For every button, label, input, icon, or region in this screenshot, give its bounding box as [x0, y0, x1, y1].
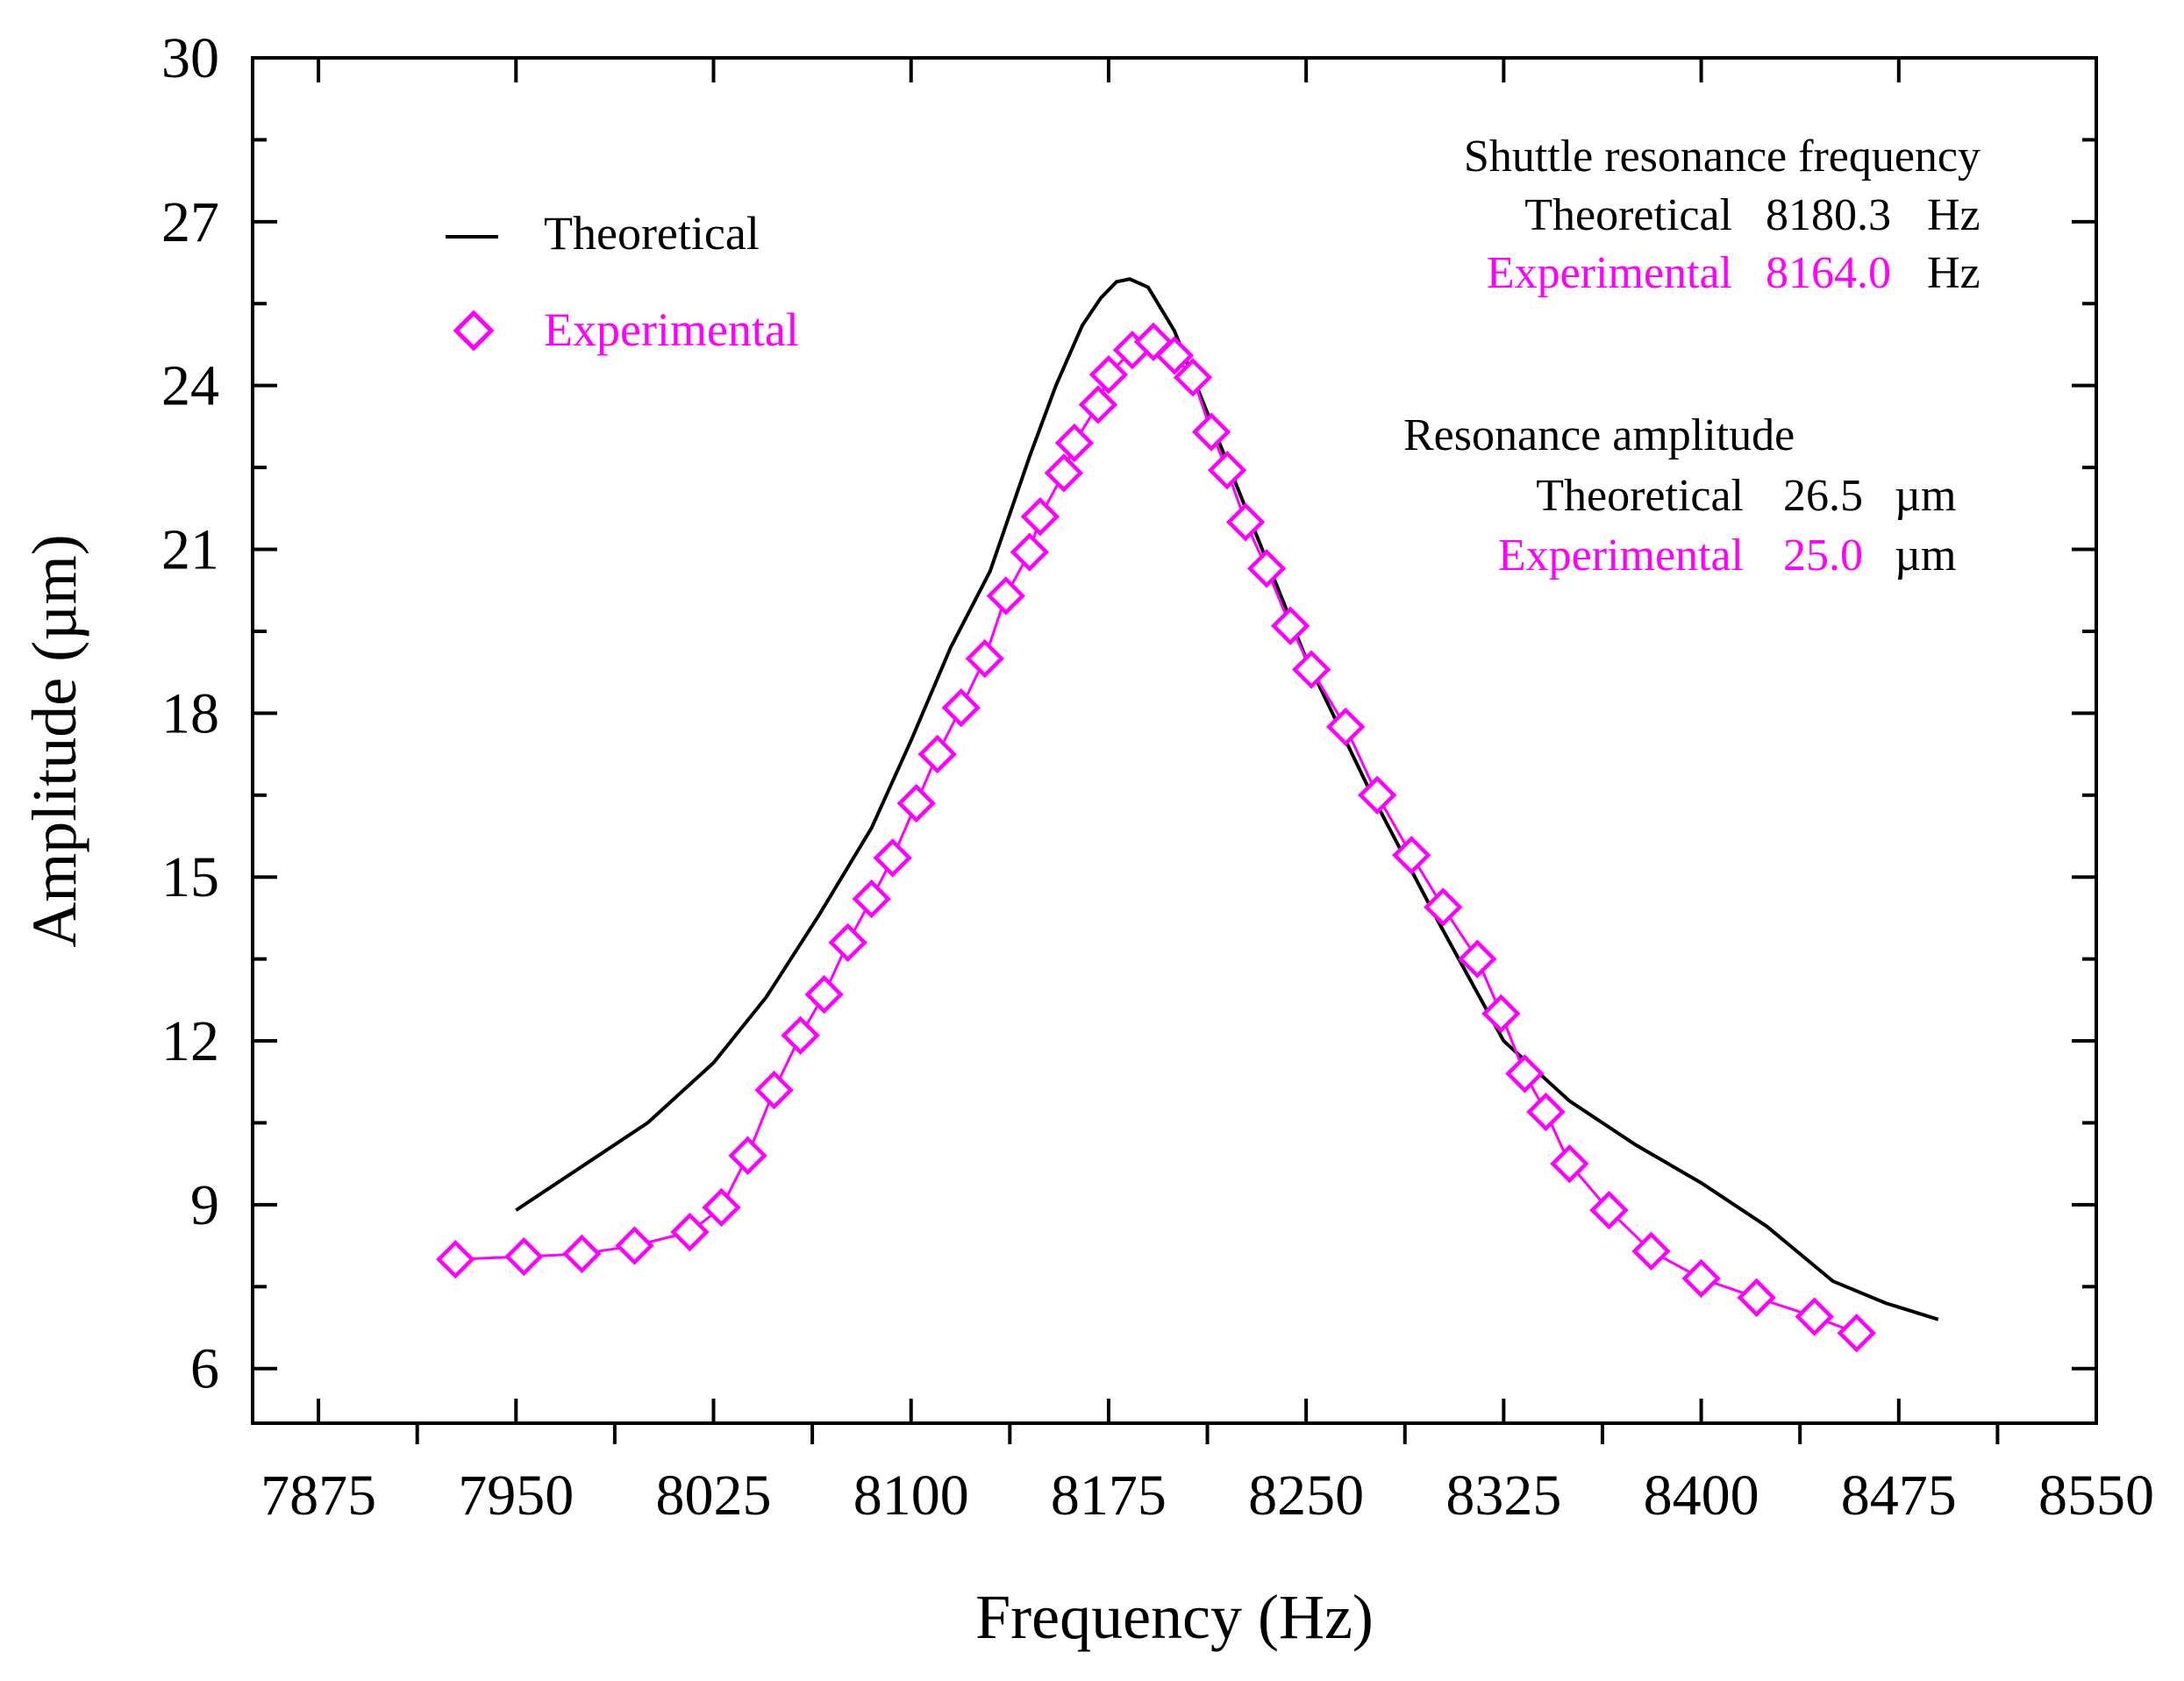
amp-experimental-label: Experimental	[1498, 531, 1744, 581]
experimental-point	[1173, 358, 1213, 397]
experimental-point	[1550, 1143, 1589, 1184]
experimental-point	[1326, 707, 1366, 747]
experimental-point	[1505, 1054, 1545, 1093]
x-tick-label: 8400	[1644, 1464, 1759, 1528]
experimental-point	[615, 1226, 654, 1265]
experimental-point	[1054, 423, 1095, 463]
y-tick-label: 9	[190, 1173, 219, 1237]
experimental-point	[504, 1236, 544, 1277]
freq-experimental-label: Experimental	[1487, 248, 1732, 298]
experimental-point	[1154, 336, 1195, 375]
y-tick-label: 27	[161, 190, 219, 254]
experimental-point	[896, 783, 936, 823]
experimental-point	[1737, 1278, 1776, 1317]
x-tick-label: 8550	[2038, 1464, 2154, 1528]
x-tick-label: 8325	[1445, 1464, 1561, 1528]
x-tick-label: 7875	[261, 1464, 376, 1528]
legend-experimental-marker	[453, 310, 495, 352]
experimental-point	[1631, 1231, 1671, 1271]
experimental-point	[852, 879, 891, 919]
experimental-point	[702, 1187, 741, 1228]
axis-ticks	[253, 56, 2098, 1444]
freq-experimental-unit: Hz	[1927, 248, 1981, 298]
x-tick-label: 8025	[656, 1464, 772, 1528]
experimental-point	[728, 1136, 767, 1176]
amp-header: Resonance amplitude	[1403, 410, 1795, 460]
amp-theoretical-unit: µm	[1895, 471, 1956, 521]
y-tick-label: 18	[161, 681, 219, 745]
experimental-point	[1044, 453, 1084, 493]
experimental-point	[941, 687, 981, 728]
experimental-point	[436, 1239, 475, 1279]
experimental-point	[562, 1234, 602, 1274]
legend: Theoretical Experimental	[446, 207, 799, 356]
experimental-point	[1010, 532, 1050, 572]
experimental-point	[1078, 385, 1118, 424]
legend-theoretical-label: Theoretical	[544, 207, 760, 260]
y-tick-label: 30	[161, 26, 219, 90]
experimental-point	[1481, 994, 1521, 1034]
experimental-point	[781, 1015, 820, 1055]
experimental-point	[1246, 549, 1287, 588]
experimental-point	[1191, 412, 1231, 452]
y-axis-title: Amplitude (µm)	[19, 534, 89, 947]
experimental-point	[917, 734, 957, 774]
x-tick-label: 8475	[1841, 1464, 1957, 1528]
y-tick-label: 6	[190, 1337, 219, 1401]
experimental-point	[1020, 496, 1060, 537]
amp-theoretical-label: Theoretical	[1536, 471, 1744, 521]
x-axis-title: Frequency (Hz)	[975, 1582, 1374, 1652]
experimental-point	[1681, 1258, 1721, 1299]
freq-theoretical-value: 8180.3	[1766, 190, 1891, 240]
experimental-point	[965, 638, 1004, 679]
amp-experimental-unit: µm	[1895, 531, 1956, 581]
experimental-point	[1207, 451, 1247, 490]
experimental-point	[1133, 322, 1174, 362]
experimental-point	[1088, 355, 1129, 395]
experimental-point	[1358, 775, 1397, 815]
y-tick-label: 24	[161, 354, 219, 418]
amp-theoretical-value: 26.5	[1783, 471, 1863, 521]
x-tick-label: 8100	[853, 1464, 969, 1528]
freq-experimental-value: 8164.0	[1766, 248, 1891, 298]
experimental-point	[873, 838, 912, 878]
y-tick-label: 12	[161, 1009, 219, 1073]
experimental-point	[1526, 1092, 1566, 1132]
y-tick-labels: 6 9 12 15 18 21 24 27 30	[161, 26, 219, 1401]
experimental-point	[1270, 606, 1310, 645]
experimental-point	[1458, 939, 1497, 979]
experimental-point	[1392, 836, 1431, 875]
legend-experimental-label: Experimental	[544, 303, 799, 356]
experimental-point	[1795, 1297, 1834, 1336]
x-tick-label: 8175	[1051, 1464, 1167, 1528]
resonance-annotations: Shuttle resonance frequency Theoretical …	[1403, 132, 1981, 581]
experimental-point	[804, 974, 844, 1015]
y-tick-label: 21	[161, 518, 219, 582]
freq-theoretical-label: Theoretical	[1524, 190, 1732, 240]
experimental-point	[1424, 887, 1463, 927]
x-tick-label: 7950	[458, 1464, 574, 1528]
experimental-point	[670, 1212, 710, 1252]
series-layer	[436, 277, 1939, 1353]
experimental-point	[1589, 1190, 1629, 1230]
amp-experimental-value: 25.0	[1783, 531, 1863, 581]
freq-theoretical-unit: Hz	[1927, 190, 1981, 240]
experimental-point	[1837, 1314, 1876, 1353]
x-tick-label: 8250	[1248, 1464, 1364, 1528]
series-theoretical-line	[515, 277, 1939, 1321]
experimental-point	[986, 576, 1026, 616]
y-tick-label: 15	[161, 845, 219, 909]
plot-frame	[251, 56, 2098, 1425]
experimental-point	[828, 922, 867, 963]
freq-header: Shuttle resonance frequency	[1464, 132, 1981, 182]
experimental-point	[754, 1070, 794, 1110]
experimental-point	[1291, 650, 1331, 689]
x-tick-labels: 7875 7950 8025 8100 8175 8250 8325 8400 8475 8550	[261, 1464, 2154, 1528]
experimental-point	[1225, 502, 1266, 542]
